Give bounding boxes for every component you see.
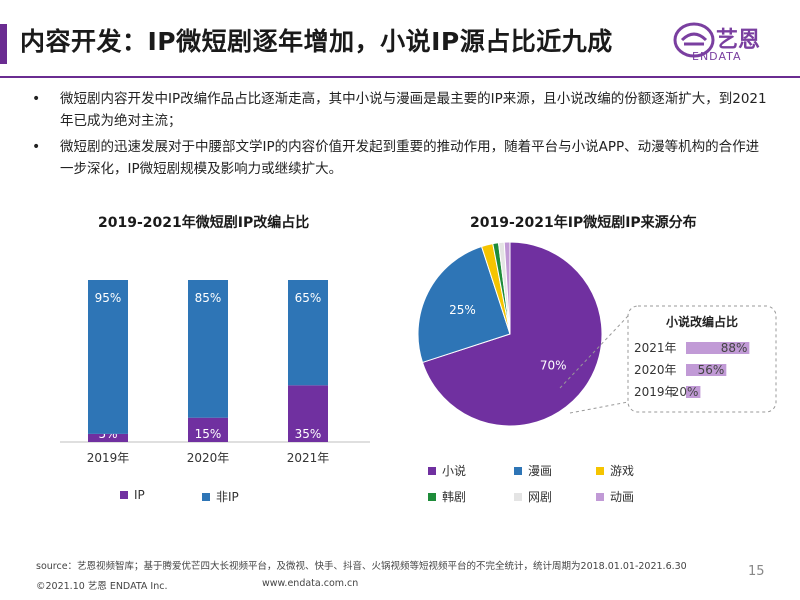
x-tick-label: 2021年 [287,451,330,465]
pie-chart-title: 2019-2021年IP微短剧IP来源分布 [470,215,697,231]
data-label: 65% [295,291,322,305]
legend-swatch [120,491,128,499]
footer-website: www.endata.com.cn [262,578,359,589]
bar-segment-ip [188,417,228,442]
pie-slice [421,241,603,427]
endata-logo: 艺恩 ENDATA [672,20,782,72]
legend-swatch [514,492,522,501]
sub-tick-label: 2019年 [634,385,677,399]
pie-chart-legend: 小说 漫画 游戏 韩剧 网剧 动画 [428,462,728,506]
sub-tick-label: 2020年 [634,363,677,377]
legend-swatch [428,492,436,501]
callout-connector [559,315,629,389]
legend-label: 韩剧 [442,490,467,504]
legend-label: 小说 [442,464,467,478]
legend-item-animation: 动画 [596,488,634,505]
bar-segment-non-ip [88,280,128,434]
endata-logo-icon [673,22,715,58]
legend-label: 动画 [610,490,635,504]
bullet-list: 微短剧内容开发中IP改编作品占比逐渐走高，其中小说与漫画是最主要的IP来源，且小… [28,88,768,184]
x-tick-label: 2020年 [187,451,230,465]
bar-chart-title: 2019-2021年微短剧IP改编占比 [98,215,310,231]
legend-label: 非IP [216,490,239,504]
legend-swatch [428,466,436,475]
sub-data-label: 56% [698,363,725,377]
callout-title: 小说改编占比 [666,314,738,329]
logo-text-en: ENDATA [692,50,742,63]
legend-item-webdrama: 网剧 [514,488,552,505]
bullet-item: 微短剧的迅速发展对于中腰部文学IP的内容价值开发起到重要的推动作用，随着平台与小… [28,136,768,180]
legend-label: 游戏 [610,464,635,478]
x-tick-label: 2019年 [87,451,130,465]
legend-swatch [596,492,604,501]
legend-label: 网剧 [528,490,553,504]
bullet-item: 微短剧内容开发中IP改编作品占比逐渐走高，其中小说与漫画是最主要的IP来源，且小… [28,88,768,132]
legend-item-non-ip: 非IP [202,488,239,505]
bar-segment-non-ip [188,280,228,418]
legend-item-novel: 小说 [428,462,466,479]
legend-item-kdrama: 韩剧 [428,488,466,505]
sub-tick-label: 2021年 [634,341,677,355]
sub-data-label: 88% [721,341,748,355]
callout-connector [569,401,629,414]
data-label: 15% [195,427,222,441]
slice-label: 25% [449,303,476,317]
bar-segment-ip [288,385,328,442]
legend-item-ip: IP [120,488,145,502]
legend-label: 漫画 [528,464,553,478]
title-accent-bar [0,24,7,64]
logo-text-cn: 艺恩 [716,28,761,53]
legend-swatch [202,492,210,501]
sub-bar [686,342,750,354]
footer-copyright: ©2021.10 艺恩 ENDATA Inc. [36,581,168,592]
legend-label: IP [134,488,145,502]
pie-slice [503,241,511,335]
sub-bar [686,364,727,376]
bar-segment-non-ip [288,280,328,386]
legend-item-game: 游戏 [596,462,634,479]
sub-data-label: 20% [672,385,699,399]
sub-bar [686,386,701,398]
data-label: 35% [295,427,322,441]
callout-box [627,305,777,413]
page-title: 内容开发：IP微短剧逐年增加，小说IP源占比近九成 [20,27,613,56]
legend-swatch [514,466,522,475]
data-label: 95% [95,291,122,305]
legend-swatch [596,466,604,475]
data-label: 85% [195,291,222,305]
header-divider [0,76,800,78]
pie-slice [417,245,511,364]
legend-item-comic: 漫画 [514,462,552,479]
slice-label: 70% [540,358,567,372]
page-number: 15 [748,564,765,579]
footer-source: source：艺恩视频智库；基于腾爱优芒四大长视频平台，及微视、快手、抖音、火锅… [36,561,687,572]
bar-segment-ip [88,433,128,442]
